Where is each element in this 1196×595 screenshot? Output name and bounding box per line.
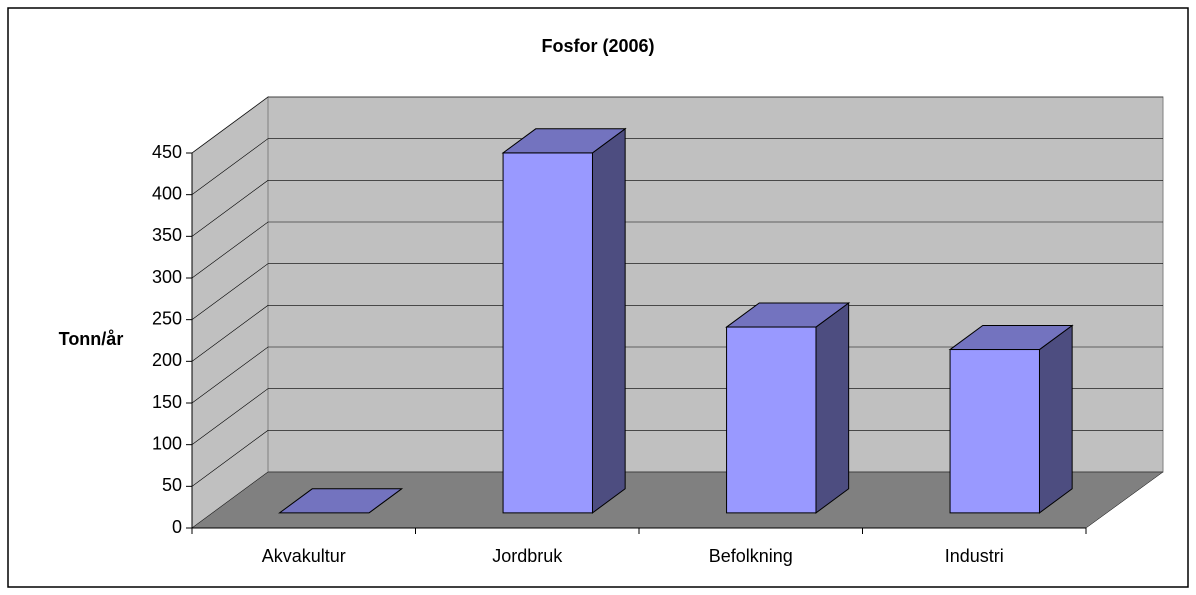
x-tick-label: Befolkning <box>709 546 793 566</box>
grid-line <box>191 96 1163 154</box>
bar-top <box>948 324 1074 351</box>
x-tick-label: Jordbruk <box>492 546 563 566</box>
bar <box>502 152 593 514</box>
y-tick-label: 200 <box>152 350 182 370</box>
bar-top <box>501 128 627 154</box>
y-tick-label: 250 <box>152 308 182 328</box>
bar <box>949 349 1040 514</box>
y-tick-label: 150 <box>152 392 182 412</box>
bar-side <box>815 301 850 514</box>
y-axis-label: Tonn/år <box>59 329 124 349</box>
grid-line <box>191 138 1163 195</box>
y-tick-label: 50 <box>162 475 182 495</box>
grid-line <box>191 346 1163 404</box>
grid-line <box>191 263 1163 320</box>
x-tick-label: Akvakultur <box>262 546 346 566</box>
bar-side <box>1038 324 1073 514</box>
side-wall <box>191 96 269 529</box>
y-tick-label: 450 <box>152 142 182 162</box>
grid-line <box>191 388 1163 445</box>
bar-top <box>725 302 851 328</box>
grid-line <box>191 305 1163 362</box>
bar <box>726 326 817 514</box>
grid-line <box>191 180 1163 237</box>
grid-line <box>191 430 1163 487</box>
y-tick-label: 100 <box>152 433 182 453</box>
bar-side <box>591 127 626 514</box>
y-tick-label: 300 <box>152 267 182 287</box>
y-tick-label: 0 <box>172 517 182 537</box>
chart-title: Fosfor (2006) <box>541 36 654 56</box>
x-tick-label: Industri <box>945 546 1004 566</box>
y-tick-label: 400 <box>152 183 182 203</box>
y-tick-label: 350 <box>152 225 182 245</box>
bar-top <box>278 488 404 514</box>
grid-line <box>191 221 1163 279</box>
